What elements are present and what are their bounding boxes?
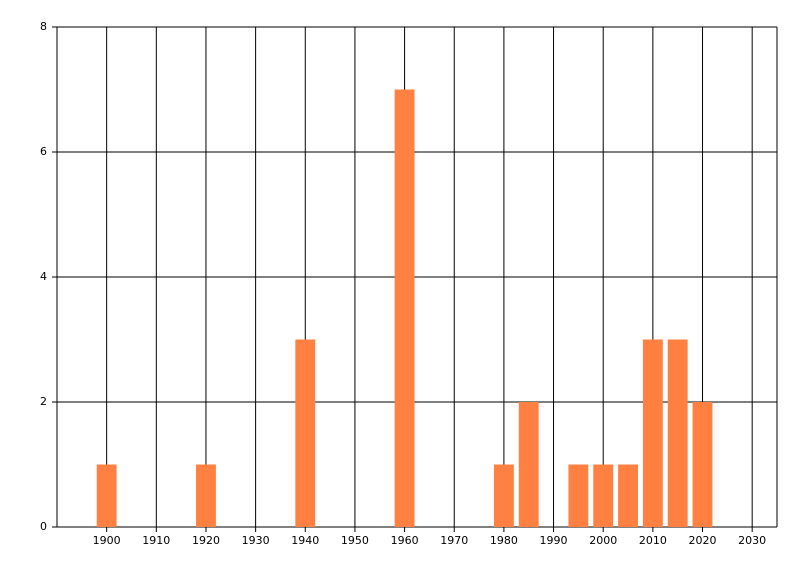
bar: [642, 339, 663, 527]
y-tick-label: 6: [40, 145, 47, 158]
y-tick-label: 8: [40, 20, 47, 33]
x-tick-label: 1930: [242, 534, 270, 547]
bar: [493, 464, 514, 527]
x-tick-label: 1950: [341, 534, 369, 547]
bar: [394, 89, 415, 527]
bar: [196, 464, 216, 527]
x-tick-label: 1960: [391, 534, 419, 547]
x-tick-label: 1910: [142, 534, 170, 547]
x-tick-label: 1900: [93, 534, 121, 547]
x-tick-label: 1970: [440, 534, 468, 547]
x-tick-label: 2000: [589, 534, 617, 547]
y-tick-label: 0: [40, 520, 47, 533]
x-tick-label: 1920: [192, 534, 220, 547]
bar: [96, 464, 117, 527]
bar: [618, 464, 638, 527]
x-tick-label: 1990: [540, 534, 568, 547]
x-tick-label: 2020: [689, 534, 717, 547]
x-tick-label: 2010: [639, 534, 667, 547]
x-tick-label: 1980: [490, 534, 518, 547]
y-tick-label: 2: [40, 395, 47, 408]
bar: [518, 402, 539, 527]
bar: [593, 464, 614, 527]
bar: [568, 464, 589, 527]
bar: [667, 339, 688, 527]
x-tick-label: 2030: [738, 534, 766, 547]
y-tick-label: 4: [40, 270, 47, 283]
bar: [692, 402, 713, 527]
bar: [295, 339, 316, 527]
x-tick-label: 1940: [291, 534, 319, 547]
